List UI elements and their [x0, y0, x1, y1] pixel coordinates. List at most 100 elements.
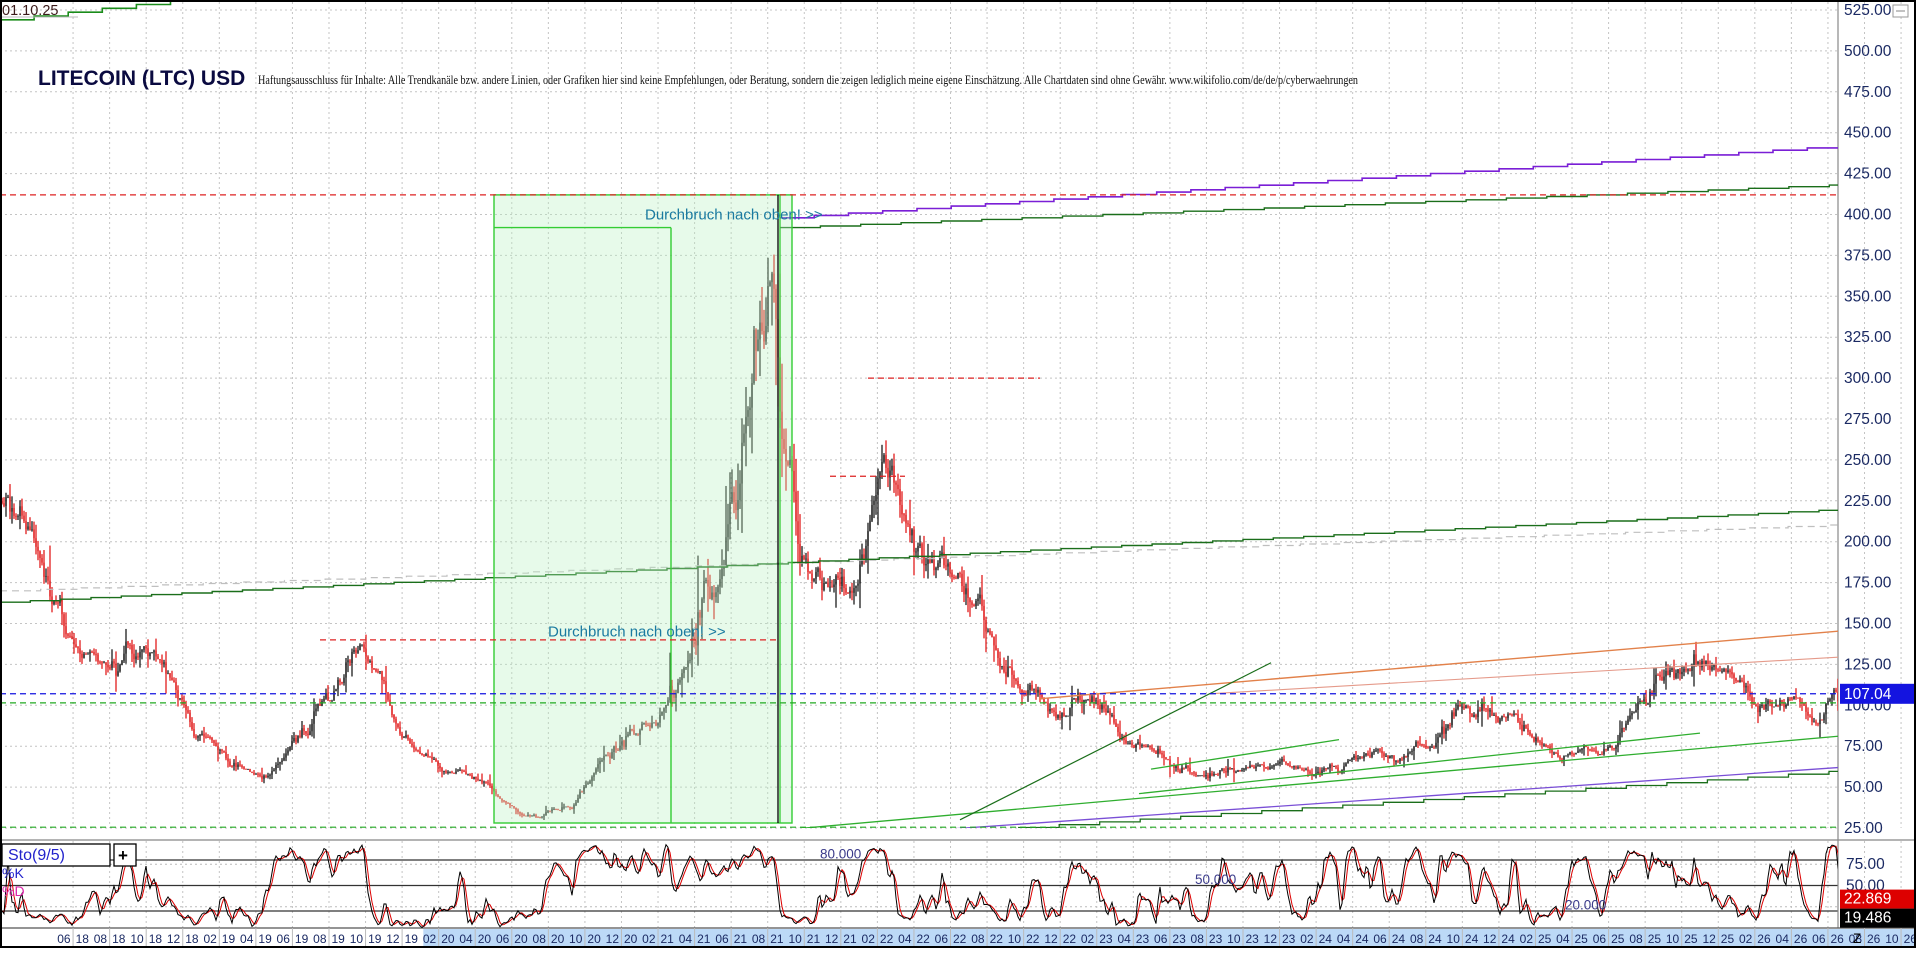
svg-text:525.00: 525.00 [1844, 2, 1892, 19]
svg-text:08: 08 [313, 932, 327, 946]
svg-text:08: 08 [533, 932, 547, 946]
svg-text:04: 04 [240, 932, 254, 946]
svg-text:02: 02 [1300, 932, 1314, 946]
svg-text:20: 20 [551, 932, 565, 946]
svg-text:18: 18 [149, 932, 163, 946]
svg-text:08: 08 [1191, 932, 1205, 946]
svg-text:24: 24 [1428, 932, 1442, 946]
svg-text:300.00: 300.00 [1844, 370, 1892, 387]
svg-text:75.00: 75.00 [1846, 856, 1885, 873]
svg-text:02: 02 [642, 932, 656, 946]
svg-text:26: 26 [1757, 932, 1771, 946]
svg-text:Haftungsausschluss für Inhalte: Haftungsausschluss für Inhalte: Alle Tre… [258, 73, 1358, 87]
svg-text:18: 18 [112, 932, 126, 946]
svg-text:06: 06 [935, 932, 949, 946]
svg-text:12: 12 [1044, 932, 1058, 946]
svg-text:06: 06 [1812, 932, 1826, 946]
svg-text:10: 10 [1885, 932, 1899, 946]
svg-text:06: 06 [1154, 932, 1168, 946]
svg-text:19: 19 [368, 932, 382, 946]
svg-text:20: 20 [624, 932, 638, 946]
svg-text:04: 04 [898, 932, 912, 946]
svg-text:400.00: 400.00 [1844, 207, 1892, 224]
svg-text:225.00: 225.00 [1844, 493, 1892, 510]
svg-text:12: 12 [1483, 932, 1497, 946]
svg-text:21: 21 [734, 932, 748, 946]
svg-text:%K: %K [2, 865, 24, 881]
svg-text:19: 19 [405, 932, 419, 946]
svg-text:06: 06 [496, 932, 510, 946]
svg-text:04: 04 [459, 932, 473, 946]
svg-text:10: 10 [1008, 932, 1022, 946]
svg-text:04: 04 [1556, 932, 1570, 946]
svg-text:21: 21 [661, 932, 675, 946]
svg-text:24: 24 [1319, 932, 1333, 946]
svg-text:+: + [118, 846, 128, 865]
svg-text:50.00: 50.00 [1844, 779, 1883, 796]
svg-text:08: 08 [752, 932, 766, 946]
svg-text:02: 02 [1081, 932, 1095, 946]
svg-text:23: 23 [1246, 932, 1260, 946]
svg-text:107.04: 107.04 [1844, 686, 1892, 703]
svg-text:24: 24 [1392, 932, 1406, 946]
svg-text:12: 12 [386, 932, 400, 946]
svg-text:06: 06 [277, 932, 291, 946]
svg-text:02: 02 [862, 932, 876, 946]
svg-text:21: 21 [697, 932, 711, 946]
svg-text:20: 20 [587, 932, 601, 946]
svg-text:25: 25 [1575, 932, 1589, 946]
svg-text:23: 23 [1282, 932, 1296, 946]
svg-text:250.00: 250.00 [1844, 452, 1892, 469]
svg-text:18: 18 [76, 932, 90, 946]
svg-text:01.10.25: 01.10.25 [2, 3, 58, 19]
svg-text:150.00: 150.00 [1844, 616, 1892, 633]
svg-text:06: 06 [1593, 932, 1607, 946]
svg-text:08: 08 [971, 932, 985, 946]
svg-text:12: 12 [1264, 932, 1278, 946]
svg-text:350.00: 350.00 [1844, 288, 1892, 305]
svg-text:25: 25 [1684, 932, 1698, 946]
svg-text:23: 23 [1136, 932, 1150, 946]
svg-text:475.00: 475.00 [1844, 84, 1892, 101]
svg-text:Durchbruch nach oben! >>: Durchbruch nach oben! >> [645, 207, 823, 224]
svg-text:04: 04 [1117, 932, 1131, 946]
svg-text:04: 04 [1776, 932, 1790, 946]
svg-text:Sto(9/5): Sto(9/5) [8, 847, 65, 864]
svg-text:19.486: 19.486 [1844, 910, 1891, 927]
svg-text:24: 24 [1465, 932, 1479, 946]
svg-text:%D: %D [2, 883, 25, 899]
svg-text:24: 24 [1501, 932, 1515, 946]
svg-text:22: 22 [990, 932, 1004, 946]
svg-text:08: 08 [1410, 932, 1424, 946]
svg-text:175.00: 175.00 [1844, 575, 1892, 592]
svg-text:20: 20 [514, 932, 528, 946]
svg-text:06: 06 [1373, 932, 1387, 946]
svg-text:10: 10 [1447, 932, 1461, 946]
svg-text:08: 08 [1629, 932, 1643, 946]
svg-text:23: 23 [1099, 932, 1113, 946]
svg-text:500.00: 500.00 [1844, 43, 1892, 60]
svg-text:24: 24 [1355, 932, 1369, 946]
svg-text:18: 18 [185, 932, 199, 946]
svg-text:22: 22 [1063, 932, 1077, 946]
svg-text:25: 25 [1648, 932, 1662, 946]
svg-text:12: 12 [825, 932, 839, 946]
svg-text:02: 02 [423, 932, 437, 946]
svg-text:80.000: 80.000 [820, 846, 861, 861]
svg-text:21: 21 [807, 932, 821, 946]
svg-text:425.00: 425.00 [1844, 166, 1892, 183]
svg-text:25: 25 [1611, 932, 1625, 946]
svg-text:19: 19 [332, 932, 346, 946]
svg-text:10: 10 [569, 932, 583, 946]
svg-text:25: 25 [1538, 932, 1552, 946]
svg-text:Durchbruch nach oben! >>: Durchbruch nach oben! >> [548, 624, 726, 641]
svg-text:26: 26 [1831, 932, 1845, 946]
svg-text:375.00: 375.00 [1844, 247, 1892, 264]
svg-text:10: 10 [130, 932, 144, 946]
svg-text:325.00: 325.00 [1844, 329, 1892, 346]
svg-text:275.00: 275.00 [1844, 411, 1892, 428]
svg-text:19: 19 [258, 932, 272, 946]
svg-text:12: 12 [606, 932, 620, 946]
svg-text:75.00: 75.00 [1844, 738, 1883, 755]
svg-text:10: 10 [350, 932, 364, 946]
